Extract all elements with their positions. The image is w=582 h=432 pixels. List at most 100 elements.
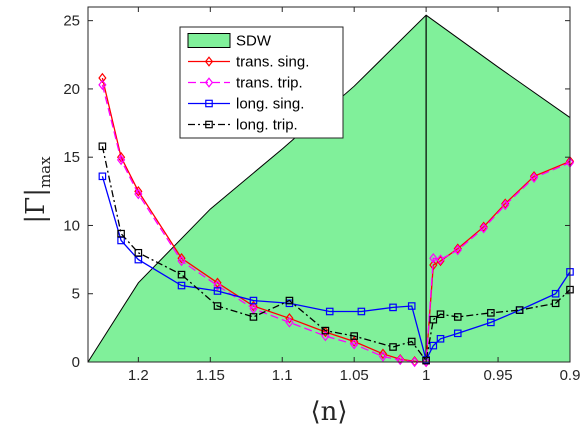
data-point	[249, 313, 258, 321]
series-line	[101, 77, 571, 363]
data-point	[515, 306, 524, 314]
data-point	[177, 281, 186, 290]
data-point	[436, 310, 445, 319]
data-point	[116, 154, 126, 166]
data-point	[453, 329, 462, 338]
data-point	[529, 171, 539, 182]
data-point	[116, 151, 126, 163]
data-point	[285, 296, 294, 305]
legend-label-sdw: SDW	[236, 33, 272, 50]
data-point	[213, 302, 222, 310]
y-tick-label: 15	[63, 149, 80, 166]
data-point	[551, 299, 560, 308]
x-tick-label: 1	[422, 367, 430, 384]
y-tick-label: 10	[63, 217, 80, 234]
axis-labels: ⟨n⟩ |Γ|max	[21, 156, 348, 427]
tick-layer: 1.2 1.15 1.1 1.05 1 0.95 0.9 0 5 10 15 20 25	[63, 7, 580, 384]
y-tick-label: 20	[63, 81, 80, 98]
data-point	[407, 337, 416, 346]
data-point	[357, 307, 366, 316]
data-point	[487, 309, 495, 317]
data-point	[285, 313, 294, 324]
data-point	[249, 300, 258, 312]
data-point	[378, 351, 388, 362]
legend-label: long. sing.	[236, 96, 304, 113]
y-axis-label-main: |Γ|	[21, 188, 51, 224]
data-point	[429, 315, 438, 324]
data-point	[321, 330, 330, 342]
data-point	[134, 188, 143, 200]
data-point	[213, 280, 222, 291]
data-point	[429, 259, 438, 271]
data-point	[551, 289, 560, 298]
x-axis-label: ⟨n⟩	[310, 397, 347, 427]
x-tick-label: 0.9	[560, 367, 581, 384]
x-tick-label: 0.95	[483, 367, 512, 384]
data-point	[479, 222, 488, 234]
x-tick-label: 1.05	[340, 367, 369, 384]
data-point	[407, 302, 416, 310]
data-point	[98, 72, 107, 84]
y-axis-label: |Γ|max	[21, 156, 54, 224]
data-point	[350, 338, 359, 350]
data-point	[213, 277, 222, 289]
legend-marker	[205, 120, 213, 129]
data-point	[436, 255, 445, 267]
series-line	[101, 176, 571, 362]
y-tick-label: 5	[72, 286, 80, 303]
data-point	[98, 142, 107, 151]
data-point	[98, 79, 107, 91]
x-tick-label: 1.1	[272, 367, 293, 384]
data-point	[285, 317, 294, 328]
data-point	[529, 172, 539, 183]
data-point	[436, 334, 445, 343]
y-axis-label-sub: max	[36, 156, 54, 188]
data-point	[396, 354, 405, 366]
legend-marker	[204, 77, 214, 88]
y-tick-label: 0	[72, 354, 80, 371]
data-point	[325, 307, 334, 316]
legend-label: long. trip.	[236, 117, 298, 134]
series-layer	[98, 72, 575, 368]
data-point	[321, 326, 330, 335]
data-point	[436, 254, 445, 265]
data-point	[213, 287, 222, 295]
y-tick-label: 25	[63, 13, 80, 30]
x-tick-label: 1.2	[128, 367, 149, 384]
data-point	[453, 244, 462, 256]
data-point	[117, 229, 125, 238]
legend-marker	[205, 99, 213, 108]
data-point	[501, 199, 510, 211]
legend-label: trans. trip.	[236, 75, 303, 92]
data-point	[389, 303, 397, 312]
legend-swatch-sdw	[187, 33, 231, 48]
data-point	[429, 341, 438, 350]
data-point	[177, 255, 186, 267]
data-point	[98, 172, 107, 181]
data-point	[321, 326, 330, 338]
data-point	[350, 336, 359, 347]
legend-marker	[204, 56, 214, 67]
series-3	[98, 142, 574, 365]
data-point	[453, 313, 462, 321]
data-point	[350, 332, 358, 340]
data-point	[429, 252, 438, 264]
data-point	[422, 356, 431, 368]
legend-label: trans. sing.	[236, 54, 309, 71]
sdw-area	[88, 15, 570, 362]
y-axis-label-group: |Γ|max	[21, 156, 54, 224]
data-point	[249, 303, 258, 315]
x-tick-label: 1.15	[196, 367, 225, 384]
data-point	[487, 318, 495, 327]
data-point	[389, 343, 397, 351]
data-point	[410, 356, 419, 368]
legend: SDW trans. sing. trans. trip. long. sing. lo…	[179, 26, 344, 139]
data-point	[249, 296, 258, 305]
plot-frame	[87, 6, 571, 363]
data-point	[134, 248, 143, 257]
data-point	[378, 348, 388, 360]
data-point	[177, 252, 186, 264]
data-point	[453, 243, 462, 254]
data-point	[177, 270, 186, 279]
